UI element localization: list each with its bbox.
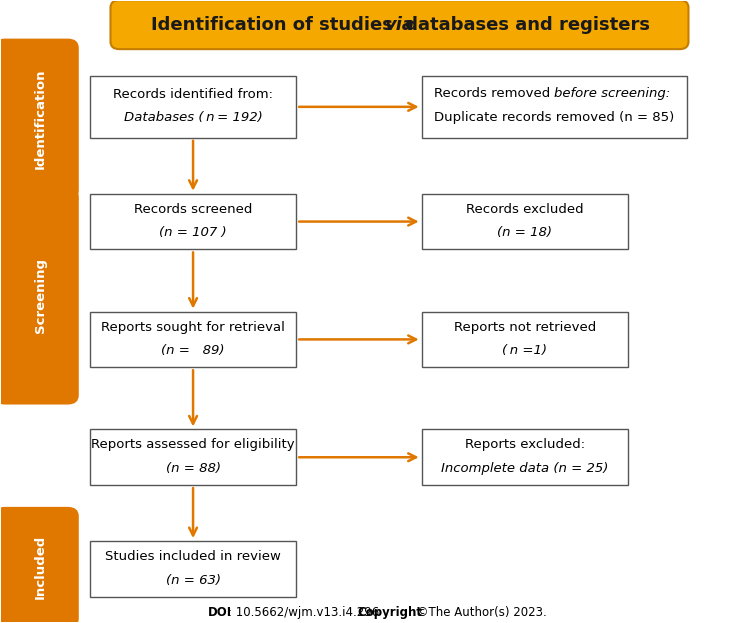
Text: Included: Included — [33, 535, 47, 599]
Text: before screening:: before screening: — [554, 87, 670, 100]
Text: Records identified from:: Records identified from: — [113, 88, 273, 101]
Text: Reports not retrieved: Reports not retrieved — [454, 320, 596, 333]
FancyBboxPatch shape — [0, 39, 78, 200]
FancyBboxPatch shape — [422, 194, 628, 249]
Text: : 10.5662/wjm.v13.i4.296: : 10.5662/wjm.v13.i4.296 — [229, 606, 387, 619]
Text: DOI: DOI — [208, 606, 232, 619]
Text: databases and registers: databases and registers — [400, 16, 650, 34]
FancyBboxPatch shape — [90, 194, 296, 249]
Text: Screening: Screening — [33, 259, 47, 333]
Text: (n = 107 ): (n = 107 ) — [159, 226, 227, 239]
Text: Reports sought for retrieval: Reports sought for retrieval — [101, 320, 285, 333]
FancyBboxPatch shape — [90, 429, 296, 485]
Text: Reports excluded:: Reports excluded: — [465, 439, 585, 451]
Text: via: via — [385, 16, 414, 34]
Text: (n =   89): (n = 89) — [161, 344, 225, 357]
Text: Incomplete data (n = 25): Incomplete data (n = 25) — [441, 462, 608, 475]
FancyBboxPatch shape — [422, 429, 628, 485]
Text: Databases ( n = 192): Databases ( n = 192) — [124, 112, 263, 125]
FancyBboxPatch shape — [110, 0, 688, 49]
Text: (n = 88): (n = 88) — [166, 462, 221, 475]
Text: (n = 63): (n = 63) — [166, 574, 221, 587]
FancyBboxPatch shape — [90, 541, 296, 597]
Text: Identification: Identification — [33, 69, 47, 169]
FancyBboxPatch shape — [422, 76, 687, 138]
Text: Records screened: Records screened — [134, 202, 252, 216]
Text: Duplicate records removed (n = 85): Duplicate records removed (n = 85) — [434, 112, 674, 125]
Text: Copyright: Copyright — [357, 606, 423, 619]
FancyBboxPatch shape — [90, 312, 296, 368]
Text: ( n =1): ( n =1) — [502, 344, 548, 357]
FancyBboxPatch shape — [422, 312, 628, 368]
Text: ©The Author(s) 2023.: ©The Author(s) 2023. — [413, 606, 547, 619]
FancyBboxPatch shape — [0, 188, 78, 404]
Text: Records excluded: Records excluded — [466, 202, 584, 216]
Text: Studies included in review: Studies included in review — [105, 550, 281, 563]
Text: Records removed: Records removed — [434, 87, 554, 100]
Text: Identification of studies: Identification of studies — [152, 16, 400, 34]
Text: (n = 18): (n = 18) — [497, 226, 552, 239]
Text: Reports assessed for eligibility: Reports assessed for eligibility — [91, 439, 295, 451]
FancyBboxPatch shape — [90, 76, 296, 138]
FancyBboxPatch shape — [0, 507, 78, 623]
